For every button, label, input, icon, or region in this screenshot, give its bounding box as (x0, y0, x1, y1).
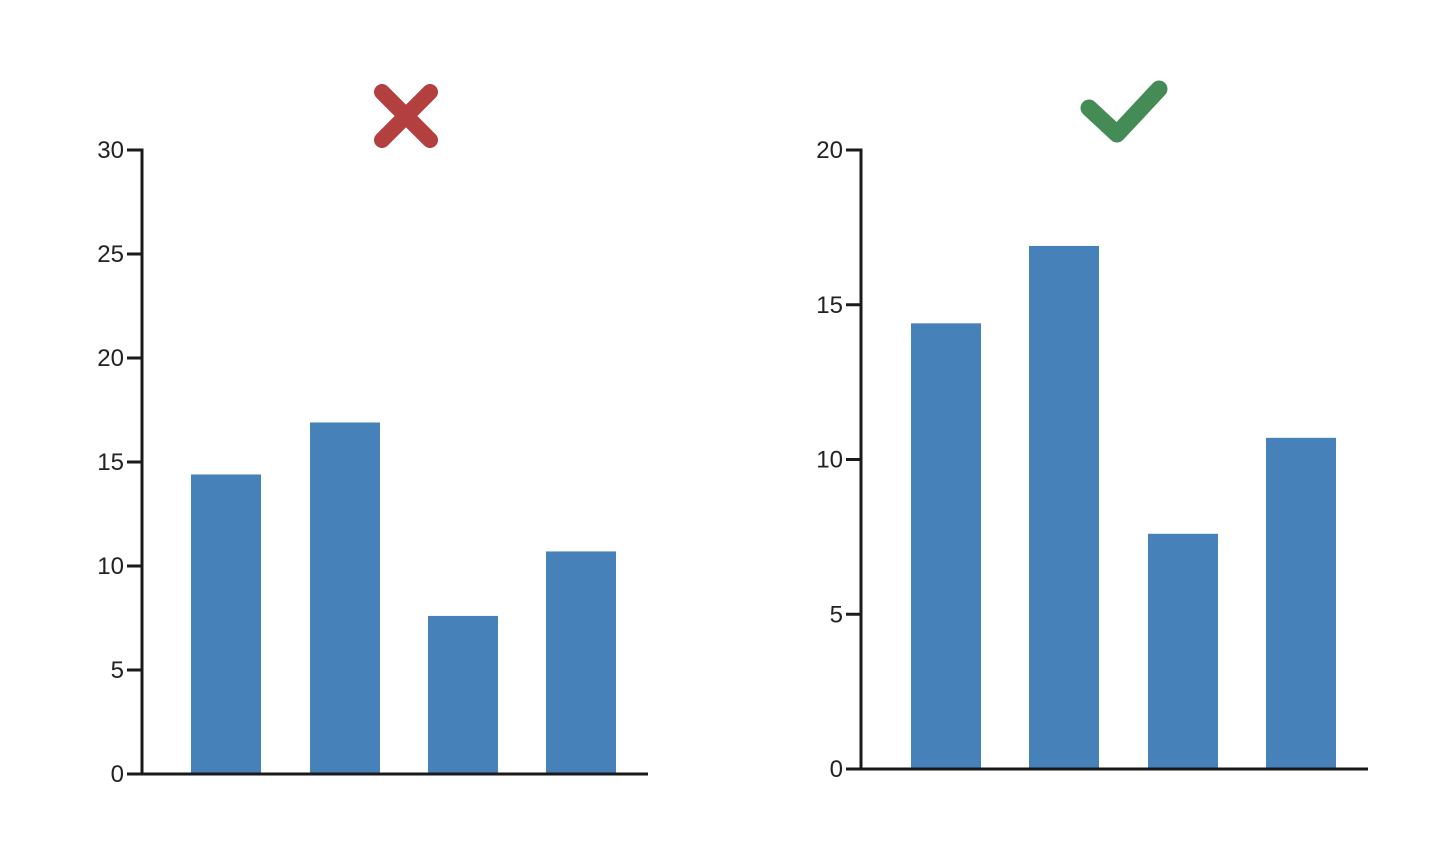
y-tick-label: 25 (97, 241, 124, 268)
cross-icon (374, 84, 438, 148)
y-tick-label: 15 (97, 449, 124, 476)
y-tick-label: 15 (816, 292, 843, 319)
y-tick-label: 20 (816, 137, 843, 164)
bar (1266, 437, 1336, 769)
checkmark-icon (1080, 80, 1168, 143)
y-tick-label: 20 (97, 345, 124, 372)
bar (1029, 245, 1099, 769)
bar (546, 551, 616, 774)
y-tick-label: 10 (816, 447, 843, 474)
bar (428, 615, 498, 774)
bar (191, 474, 261, 774)
y-tick-label: 0 (830, 756, 843, 783)
y-tick-label: 5 (111, 657, 124, 684)
y-tick-label: 5 (830, 601, 843, 628)
bar (911, 323, 981, 769)
bar-chart-1: 0 5 10 15 20 25 30 (97, 137, 648, 788)
y-tick-label: 30 (97, 137, 124, 164)
bar-chart-2: 0 5 10 15 20 (816, 137, 1368, 783)
bar (310, 422, 380, 774)
y-tick-label: 10 (97, 553, 124, 580)
y-tick-label: 0 (111, 761, 124, 788)
bar (1148, 533, 1218, 769)
